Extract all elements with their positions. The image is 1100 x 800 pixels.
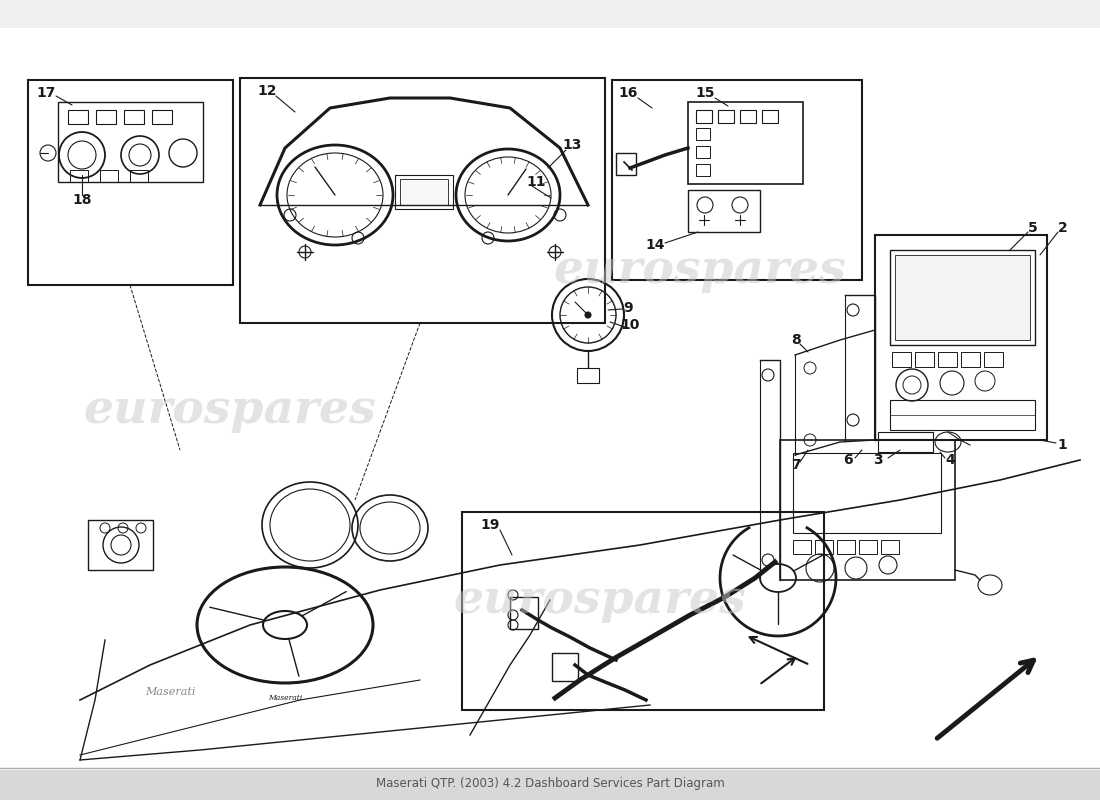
- Text: 6: 6: [844, 453, 852, 467]
- Text: 12: 12: [257, 84, 277, 98]
- Bar: [859, 540, 877, 554]
- Bar: [152, 110, 172, 124]
- Bar: [915, 352, 934, 367]
- Bar: [0, 770, 1100, 800]
- Bar: [815, 540, 833, 554]
- Text: 4: 4: [945, 453, 955, 467]
- Text: 7: 7: [791, 458, 801, 472]
- Text: Maserati QTP. (2003) 4.2 Dashboard Services Part Diagram: Maserati QTP. (2003) 4.2 Dashboard Servi…: [375, 777, 725, 790]
- Bar: [762, 110, 778, 123]
- Bar: [740, 110, 756, 123]
- Bar: [58, 102, 204, 182]
- Text: Maserati: Maserati: [267, 694, 303, 702]
- Bar: [878, 432, 933, 452]
- Bar: [895, 255, 1030, 340]
- Text: Maserati: Maserati: [145, 687, 195, 697]
- Bar: [100, 170, 118, 182]
- Bar: [938, 352, 957, 367]
- Text: 11: 11: [526, 175, 546, 189]
- Text: eurospares: eurospares: [553, 247, 846, 293]
- Bar: [88, 520, 153, 570]
- Bar: [718, 110, 734, 123]
- Text: 3: 3: [873, 453, 883, 467]
- Text: eurospares: eurospares: [84, 387, 376, 433]
- Text: 13: 13: [562, 138, 582, 152]
- Bar: [793, 540, 811, 554]
- Bar: [70, 170, 88, 182]
- Bar: [395, 175, 453, 209]
- Bar: [892, 352, 911, 367]
- Bar: [462, 512, 824, 710]
- Bar: [874, 235, 1047, 440]
- Bar: [240, 78, 605, 323]
- Bar: [780, 440, 955, 580]
- Text: 10: 10: [620, 318, 640, 332]
- Text: 17: 17: [36, 86, 56, 100]
- Text: 1: 1: [1057, 438, 1067, 452]
- Bar: [696, 128, 710, 140]
- Bar: [28, 80, 233, 285]
- Bar: [96, 110, 115, 124]
- Bar: [696, 146, 710, 158]
- Bar: [890, 250, 1035, 345]
- Text: 18: 18: [73, 193, 91, 207]
- Bar: [552, 653, 578, 681]
- Bar: [837, 540, 855, 554]
- Bar: [68, 110, 88, 124]
- Bar: [881, 540, 899, 554]
- Bar: [124, 110, 144, 124]
- Text: 15: 15: [695, 86, 715, 100]
- Bar: [961, 352, 980, 367]
- Bar: [984, 352, 1003, 367]
- Bar: [696, 110, 712, 123]
- Text: 19: 19: [481, 518, 499, 532]
- Text: 14: 14: [646, 238, 664, 252]
- Text: 9: 9: [624, 301, 632, 315]
- Bar: [612, 80, 862, 280]
- Text: 8: 8: [791, 333, 801, 347]
- Bar: [616, 153, 636, 175]
- Text: 2: 2: [1058, 221, 1068, 235]
- Text: 5: 5: [1028, 221, 1038, 235]
- Bar: [688, 102, 803, 184]
- Bar: [130, 170, 148, 182]
- Ellipse shape: [585, 312, 591, 318]
- Text: 16: 16: [618, 86, 638, 100]
- Bar: [510, 597, 538, 629]
- Bar: [793, 453, 940, 533]
- Bar: [696, 164, 710, 176]
- Bar: [890, 400, 1035, 430]
- Bar: [0, 0, 1100, 28]
- Text: eurospares: eurospares: [453, 577, 747, 623]
- Bar: [688, 190, 760, 232]
- Bar: [578, 368, 600, 383]
- Bar: [400, 179, 448, 205]
